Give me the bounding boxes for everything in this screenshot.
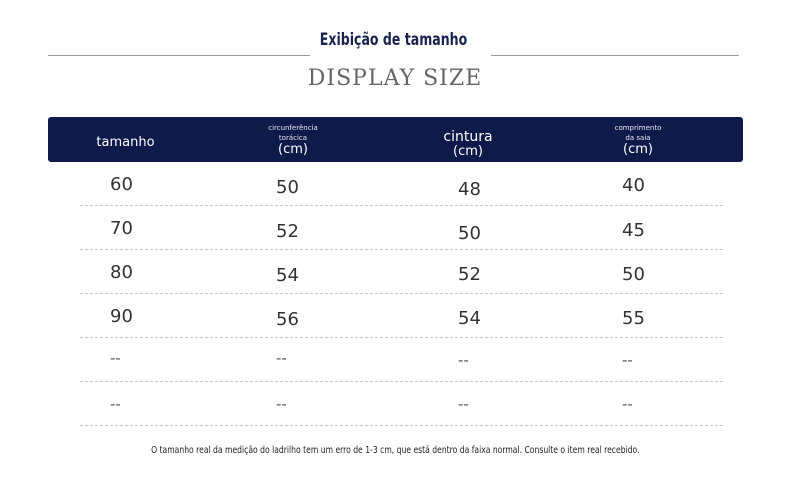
title-row: Exibição de tamanho (48, 26, 739, 56)
cell-waist: 52 (458, 264, 481, 285)
table-row: 70 52 50 45 (80, 206, 723, 250)
cell-waist: 54 (458, 308, 481, 329)
cell-chest: 54 (276, 265, 299, 286)
cell-skirt-length: 50 (622, 264, 645, 285)
cell-waist: 48 (458, 179, 481, 200)
cell-chest: 52 (276, 221, 299, 242)
header-waist-unit: (cm) (453, 144, 483, 159)
title-divider-right (491, 55, 739, 56)
size-table-body: 60 50 48 40 70 52 50 45 80 54 52 50 90 5… (80, 162, 723, 426)
cell-skirt-length: 45 (622, 220, 645, 241)
table-row: 60 50 48 40 (80, 162, 723, 206)
table-row: 90 56 54 55 (80, 294, 723, 338)
header-skirt-length-unit: (cm) (623, 142, 653, 157)
cell-chest: 50 (276, 177, 299, 198)
cell-skirt-length: 40 (622, 175, 645, 196)
cell-chest: -- (276, 349, 287, 367)
cell-size: 70 (110, 218, 133, 239)
header-chest: circunferência torácica (cm) (243, 123, 343, 157)
header-size-label: tamanho (96, 135, 155, 150)
cell-waist: -- (458, 395, 469, 413)
header-waist: cintura (cm) (418, 129, 518, 159)
header-skirt-length: comprimento da saia (cm) (593, 123, 683, 157)
measurement-note: O tamanho real da medição do ladrilho te… (0, 445, 790, 456)
header-chest-unit: (cm) (278, 142, 308, 157)
table-row: -- -- -- -- (80, 382, 723, 426)
cell-waist: -- (458, 351, 469, 369)
header-size: tamanho (78, 135, 173, 150)
table-row: -- -- -- -- (80, 338, 723, 382)
cell-chest: -- (276, 395, 287, 413)
cell-waist: 50 (458, 223, 481, 244)
cell-size: 90 (110, 306, 133, 327)
table-header: tamanho circunferência torácica (cm) cin… (48, 117, 743, 162)
cell-skirt-length: -- (622, 395, 633, 413)
page-subtitle: DISPLAY SIZE (307, 66, 483, 91)
header-skirt-length-label: comprimento da saia (614, 124, 662, 142)
header-waist-label: cintura (443, 129, 493, 145)
cell-chest: 56 (276, 309, 299, 330)
cell-size: 80 (110, 262, 133, 283)
cell-size: -- (110, 349, 121, 367)
table-row: 80 54 52 50 (80, 250, 723, 294)
page-title: Exibição de tamanho (319, 30, 468, 50)
title-divider-left (48, 55, 310, 56)
measurement-note-text: O tamanho real da medição do ladrilho te… (150, 445, 640, 456)
cell-skirt-length: 55 (622, 308, 645, 329)
cell-size: -- (110, 395, 121, 413)
cell-size: 60 (110, 174, 133, 195)
header-chest-label: circunferência torácica (268, 124, 318, 142)
cell-skirt-length: -- (622, 351, 633, 369)
